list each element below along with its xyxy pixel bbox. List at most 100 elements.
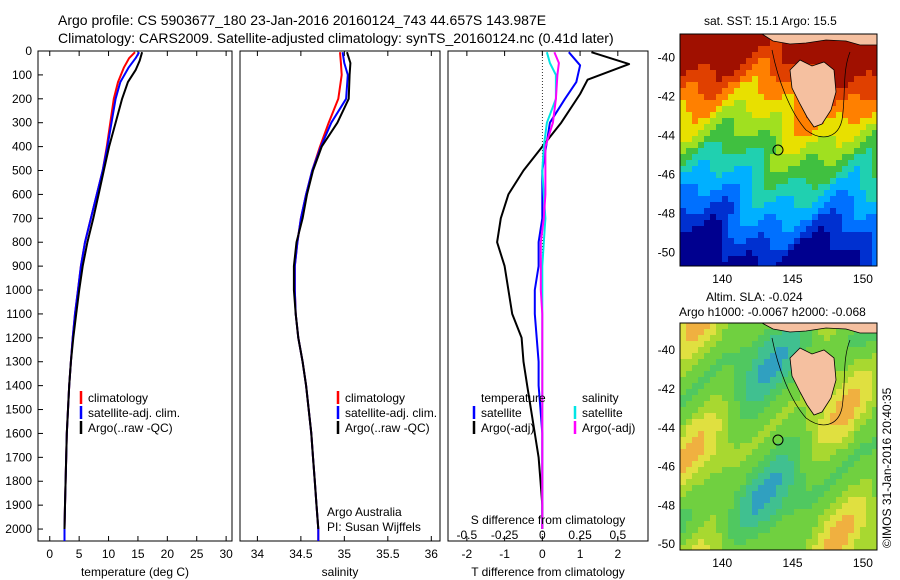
field-cell [812, 527, 818, 533]
field-cell [794, 166, 800, 172]
field-cell [812, 250, 818, 256]
field-cell [722, 172, 728, 178]
field-cell [692, 491, 698, 497]
field-cell [776, 431, 782, 437]
field-cell [872, 118, 877, 124]
field-cell [806, 335, 812, 341]
field-cell [872, 94, 877, 100]
field-cell [692, 256, 698, 262]
field-cell [830, 166, 836, 172]
field-cell [764, 461, 770, 467]
field-cell [872, 539, 877, 545]
field-cell [794, 160, 800, 166]
field-cell [836, 329, 842, 335]
field-cell [764, 503, 770, 509]
field-cell [698, 353, 704, 359]
field-cell [734, 262, 740, 266]
field-cell [740, 335, 746, 341]
field-cell [692, 473, 698, 479]
field-cell [770, 208, 776, 214]
field-cell [854, 371, 860, 377]
difference-x-label: T difference from climatology [471, 565, 625, 579]
field-cell [830, 425, 836, 431]
field-cell [824, 202, 830, 208]
field-cell [764, 238, 770, 244]
field-cell [710, 172, 716, 178]
field-cell [830, 208, 836, 214]
field-cell [860, 178, 866, 184]
field-cell [692, 190, 698, 196]
field-cell [854, 262, 860, 266]
field-cell [686, 160, 692, 166]
field-cell [692, 58, 698, 64]
field-cell [716, 503, 722, 509]
field-cell [866, 232, 872, 238]
field-cell [698, 148, 704, 154]
field-cell [776, 473, 782, 479]
field-cell [686, 220, 692, 226]
field-cell [836, 40, 842, 46]
field-cell [836, 389, 842, 395]
field-cell [758, 491, 764, 497]
field-cell [794, 503, 800, 509]
field-cell [728, 100, 734, 106]
field-cell [866, 377, 872, 383]
field-cell [842, 467, 848, 473]
field-cell [716, 431, 722, 437]
field-cell [872, 401, 877, 407]
field-cell [734, 52, 740, 58]
field-cell [860, 166, 866, 172]
field-cell [734, 34, 740, 40]
sla-map-title: Altim. SLA: -0.024 [706, 290, 803, 304]
field-cell [704, 449, 710, 455]
field-cell [788, 64, 794, 70]
field-cell [746, 449, 752, 455]
field-cell [848, 389, 854, 395]
field-cell [836, 491, 842, 497]
field-cell [734, 232, 740, 238]
field-cell [836, 112, 842, 118]
field-cell [818, 202, 824, 208]
field-cell [764, 166, 770, 172]
field-cell [680, 347, 686, 353]
field-cell [722, 130, 728, 136]
field-cell [722, 58, 728, 64]
field-cell [686, 112, 692, 118]
field-cell [698, 479, 704, 485]
field-cell [764, 491, 770, 497]
field-cell [728, 539, 734, 545]
field-cell [800, 52, 806, 58]
field-cell [680, 323, 686, 329]
field-cell [860, 473, 866, 479]
field-cell [824, 262, 830, 266]
field-cell [764, 82, 770, 88]
field-cell [728, 413, 734, 419]
field-cell [722, 419, 728, 425]
field-cell [746, 371, 752, 377]
field-cell [782, 46, 788, 52]
field-cell [872, 407, 877, 413]
field-cell [704, 545, 710, 550]
field-cell [758, 154, 764, 160]
field-cell [836, 52, 842, 58]
x-tick-label: 1 [577, 547, 584, 561]
field-cell [866, 545, 872, 550]
field-cell [716, 485, 722, 491]
field-cell [716, 329, 722, 335]
field-cell [692, 220, 698, 226]
field-cell [872, 124, 877, 130]
field-cell [836, 118, 842, 124]
field-cell [692, 178, 698, 184]
field-cell [710, 250, 716, 256]
field-cell [818, 256, 824, 262]
field-cell [704, 425, 710, 431]
field-cell [728, 148, 734, 154]
field-cell [704, 479, 710, 485]
field-cell [788, 196, 794, 202]
field-cell [842, 64, 848, 70]
field-cell [752, 485, 758, 491]
field-cell [824, 449, 830, 455]
field-cell [710, 46, 716, 52]
field-cell [722, 413, 728, 419]
field-cell [728, 455, 734, 461]
